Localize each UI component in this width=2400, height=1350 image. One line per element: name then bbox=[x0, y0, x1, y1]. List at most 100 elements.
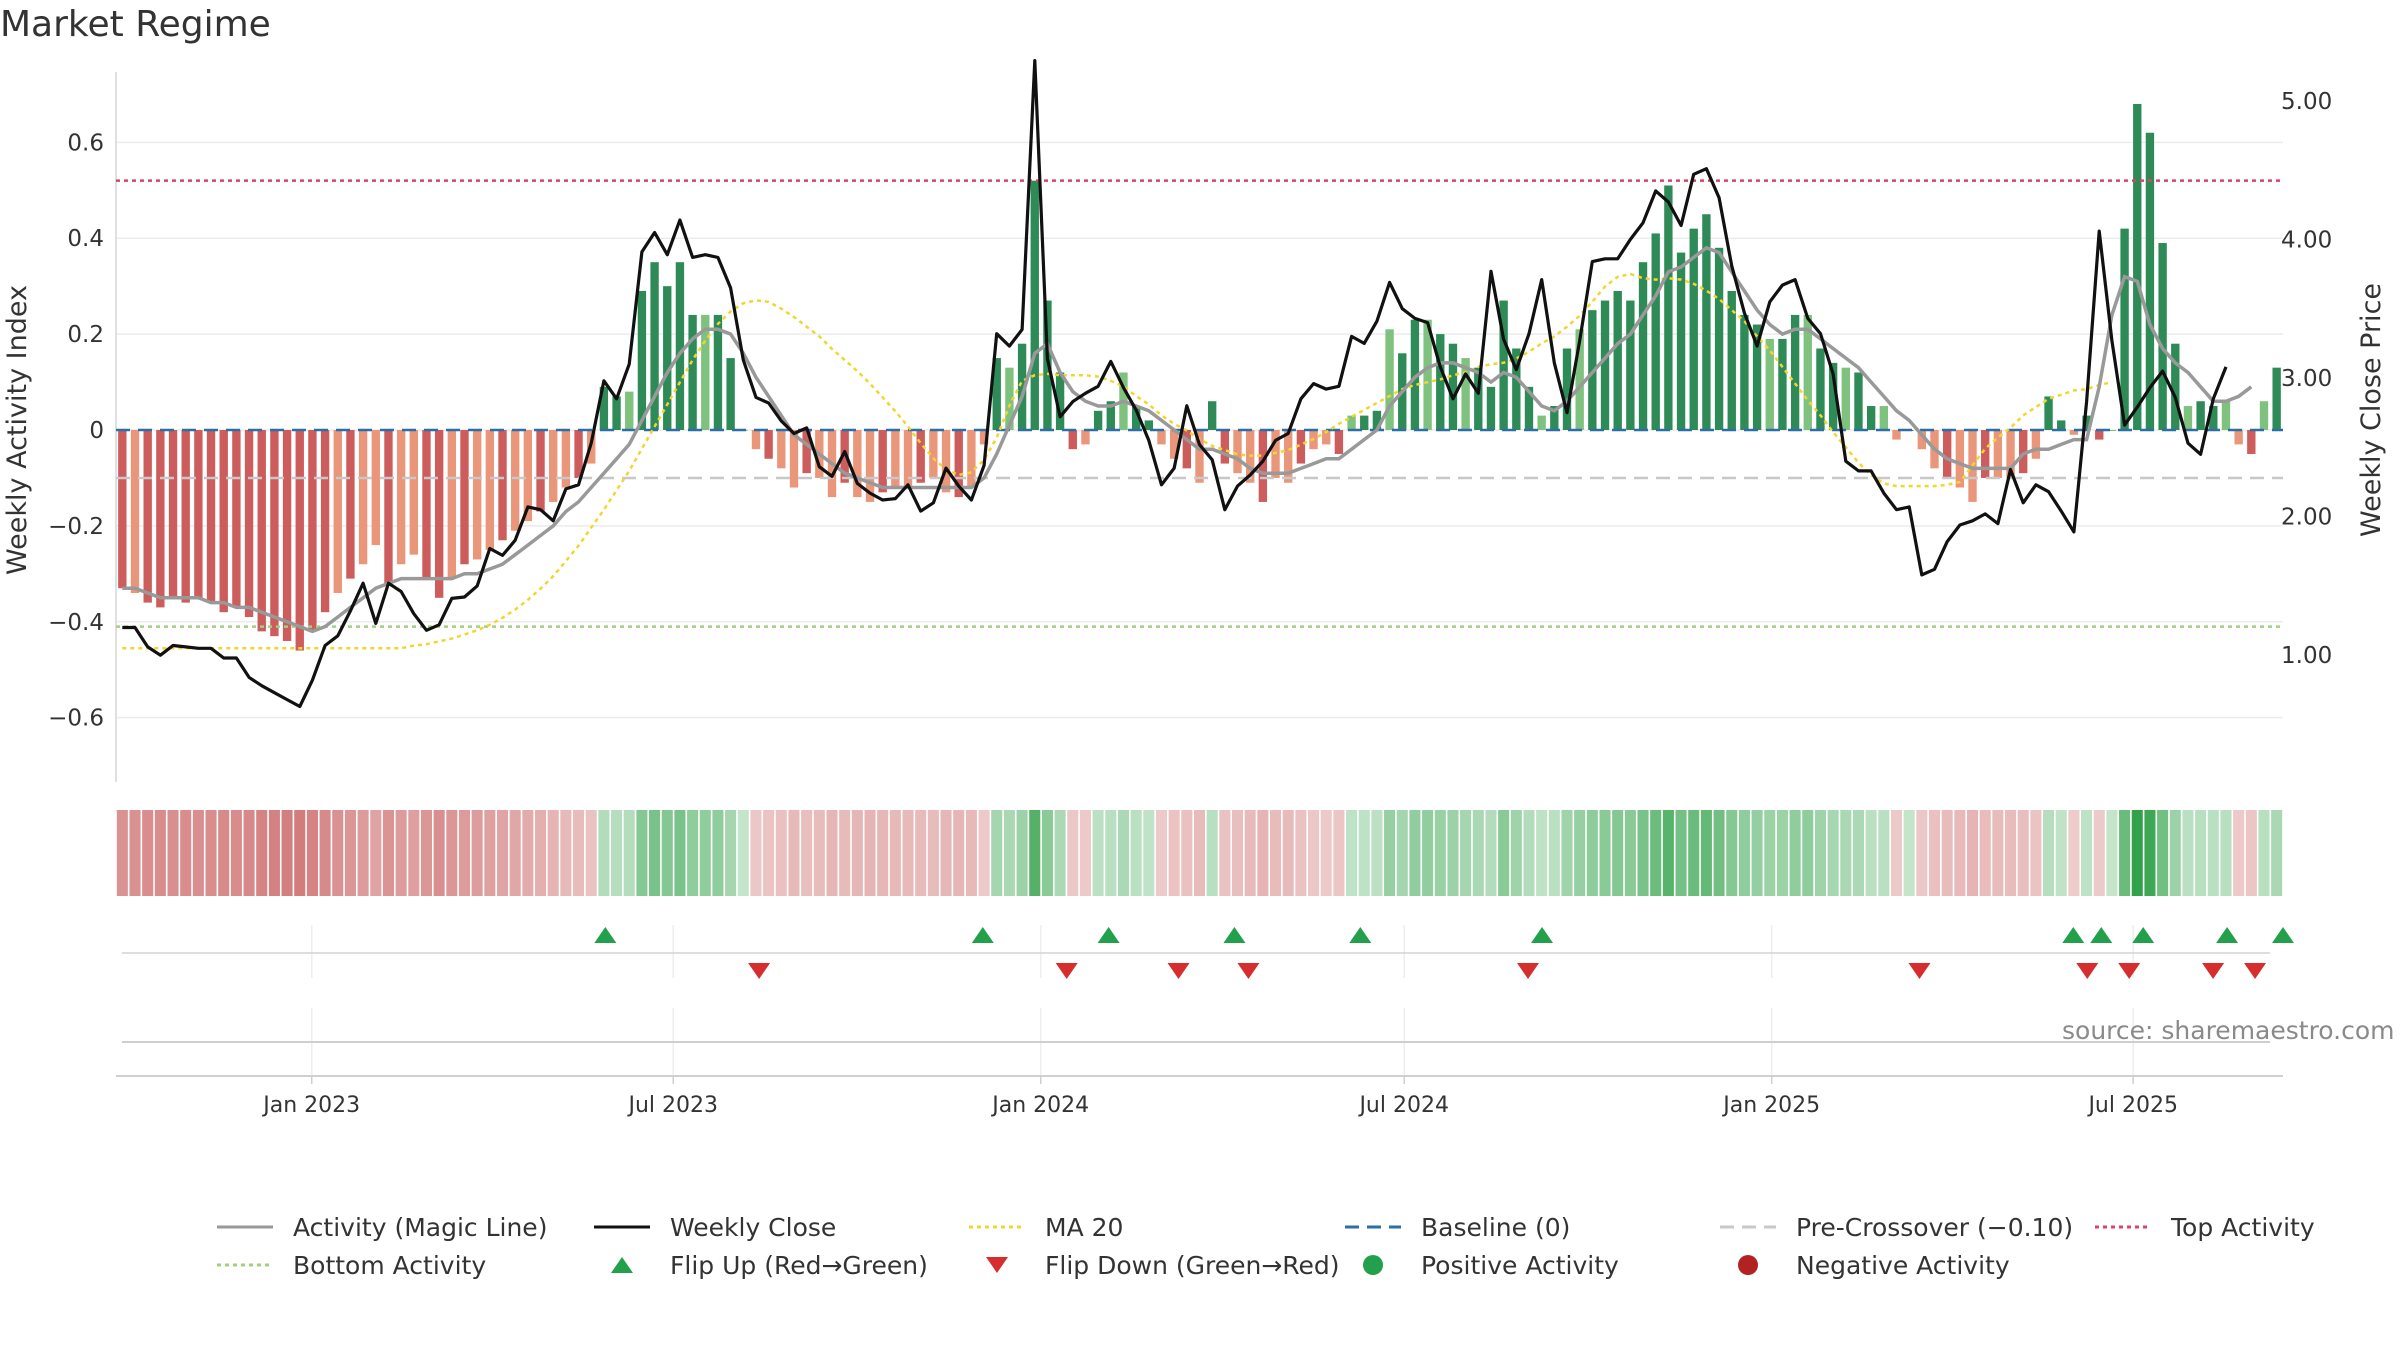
activity-bar bbox=[929, 430, 938, 478]
heat-strip-cell bbox=[2068, 810, 2080, 896]
activity-bar bbox=[194, 430, 203, 598]
activity-bar bbox=[1017, 343, 1027, 430]
activity-bar bbox=[713, 314, 723, 430]
flip-up-marker bbox=[1349, 927, 1372, 943]
activity-bar bbox=[1106, 401, 1115, 430]
activity-bar bbox=[358, 430, 368, 565]
x-tick-label: Jul 2025 bbox=[2086, 1093, 2178, 1118]
heat-strip-cell bbox=[1688, 810, 1700, 896]
activity-bar bbox=[1752, 324, 1762, 430]
flip-up-marker bbox=[1097, 927, 1120, 943]
activity-bar bbox=[637, 290, 647, 430]
heat-strip-cell bbox=[534, 810, 547, 896]
heat-strip-cell bbox=[1726, 810, 1738, 896]
activity-bar bbox=[1055, 372, 1065, 430]
heat-strip-cell bbox=[1903, 810, 1915, 896]
y2-tick-label: 1.00 bbox=[2281, 643, 2332, 669]
heat-strip-cell bbox=[1105, 810, 1117, 896]
activity-bar bbox=[688, 314, 697, 430]
activity-bar bbox=[2209, 406, 2218, 430]
legend-swatch bbox=[611, 1257, 633, 1273]
flip-down-marker bbox=[1517, 963, 1540, 979]
activity-bar bbox=[675, 262, 685, 430]
heat-strip-cell bbox=[1814, 810, 1826, 896]
heat-strip-cell bbox=[2195, 810, 2207, 896]
legend-label: Pre-Crossover (−0.10) bbox=[1796, 1212, 2074, 1242]
activity-bar bbox=[865, 430, 875, 502]
heat-strip-cell bbox=[1168, 810, 1180, 896]
activity-bar bbox=[2259, 401, 2269, 430]
heat-strip-cell bbox=[2245, 810, 2257, 896]
heat-strip-cell bbox=[1650, 810, 1662, 896]
activity-bar bbox=[701, 314, 710, 430]
heat-strip-cell bbox=[1916, 810, 1928, 896]
legend-label: Top Activity bbox=[2171, 1212, 2315, 1242]
activity-bar bbox=[764, 430, 773, 459]
activity-bar bbox=[206, 430, 216, 603]
legend-swatch bbox=[1345, 1225, 1401, 1229]
heat-strip-cell bbox=[1675, 810, 1687, 896]
heat-strip-cell bbox=[1079, 810, 1091, 896]
legend-label: MA 20 bbox=[1045, 1212, 1124, 1242]
heat-strip-cell bbox=[573, 810, 585, 896]
heat-strip-cell bbox=[1523, 810, 1535, 896]
activity-bar bbox=[1410, 319, 1420, 430]
activity-bar bbox=[270, 430, 279, 637]
activity-bar bbox=[777, 430, 786, 469]
activity-bar bbox=[1499, 300, 1508, 430]
flip-up-marker bbox=[594, 927, 617, 943]
heat-strip-cell bbox=[268, 810, 280, 896]
activity-bar bbox=[384, 430, 393, 584]
heat-strip-cell bbox=[154, 810, 166, 896]
heat-strip-cell bbox=[623, 810, 635, 896]
heat-strip-cell bbox=[433, 810, 445, 896]
heat-strip-cell bbox=[319, 810, 331, 896]
activity-bar bbox=[1423, 319, 1432, 430]
heat-strip-cell bbox=[674, 810, 686, 896]
heat-strip-cell bbox=[1219, 810, 1231, 896]
y2-tick-label: 3.00 bbox=[2281, 366, 2332, 392]
flip-up-marker bbox=[2272, 927, 2294, 943]
heat-strip-cell bbox=[965, 810, 977, 896]
activity-bar bbox=[1664, 185, 1673, 430]
heat-strip-cell bbox=[1130, 810, 1142, 896]
heat-strip-cell bbox=[1548, 810, 1560, 896]
activity-bar bbox=[2247, 430, 2256, 454]
activity-bar bbox=[2158, 243, 2167, 430]
heat-strip-cell bbox=[1536, 810, 1548, 896]
y-tick-label: 0.2 bbox=[67, 322, 104, 348]
heat-strip-cell bbox=[1029, 810, 1041, 896]
heat-strip-cell bbox=[167, 810, 179, 896]
activity-bar bbox=[1157, 430, 1166, 445]
y-tick-label: 0.6 bbox=[67, 130, 104, 156]
heat-strip-cell bbox=[915, 810, 927, 896]
heat-strip-cell bbox=[1422, 810, 1434, 896]
flip-up-marker bbox=[1531, 927, 1554, 943]
activity-bar bbox=[257, 430, 266, 632]
legend-swatch bbox=[1720, 1225, 1776, 1229]
activity-bar bbox=[967, 430, 976, 488]
activity-bar bbox=[460, 430, 469, 565]
heat-strip-cell bbox=[1155, 810, 1168, 896]
heat-strip-cell bbox=[839, 810, 851, 896]
activity-bar bbox=[1005, 367, 1014, 430]
activity-bar bbox=[1651, 233, 1660, 430]
activity-bar bbox=[2234, 430, 2243, 445]
activity-bar bbox=[232, 430, 241, 608]
activity-bar bbox=[1613, 290, 1622, 430]
flip-down-marker bbox=[1167, 963, 1190, 979]
heat-strip-cell bbox=[142, 810, 154, 896]
activity-bar bbox=[1131, 406, 1141, 430]
heat-strip-cell bbox=[585, 810, 597, 896]
y-tick-label: −0.6 bbox=[48, 706, 104, 732]
activity-bar bbox=[2107, 430, 2117, 431]
activity-bar bbox=[1461, 358, 1470, 430]
heat-strip-cell bbox=[256, 810, 268, 896]
activity-bar bbox=[1296, 430, 1306, 464]
heat-strip-cell bbox=[306, 810, 318, 896]
heat-strip-cell bbox=[1016, 810, 1028, 896]
legend-label: Weekly Close bbox=[670, 1212, 837, 1242]
activity-bar bbox=[1550, 406, 1559, 430]
activity-bar bbox=[143, 430, 152, 603]
